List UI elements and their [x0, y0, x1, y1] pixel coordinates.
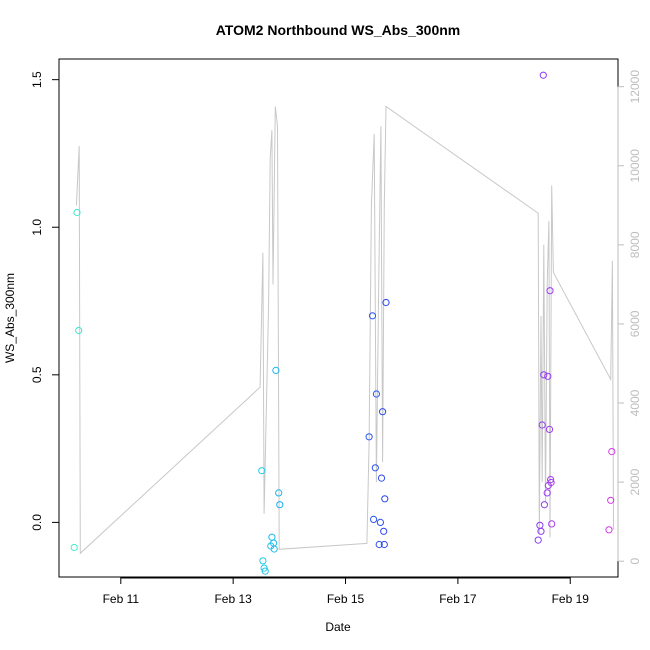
- data-point: [371, 464, 379, 472]
- y2-tick-label: 0: [628, 558, 642, 565]
- x-tick-label: Feb 13: [214, 592, 252, 606]
- data-point: [372, 390, 380, 398]
- data-point: [382, 298, 390, 307]
- data-point: [270, 545, 278, 553]
- y2-tick-label: 8000: [628, 231, 642, 258]
- data-point: [276, 501, 284, 509]
- y2-tick-label: 2000: [628, 468, 642, 495]
- data-point: [605, 526, 613, 534]
- x-axis: Feb 11 Feb 13 Feb 15 Feb 17 Feb 19: [103, 577, 590, 606]
- data-point: [543, 489, 551, 497]
- data-point: [259, 557, 267, 565]
- data-point: [536, 521, 544, 529]
- data-point: [260, 564, 268, 572]
- y-tick-label: 0.5: [30, 366, 44, 383]
- chart-title: ATOM2 Northbound WS_Abs_300nm: [216, 22, 461, 38]
- y2-tick-label: 6000: [628, 310, 642, 337]
- data-point: [537, 527, 545, 535]
- y2-tick-label: 10000: [628, 149, 642, 183]
- data-point: [73, 208, 81, 217]
- y-axis-left: 0.0 0.5 1.0 1.5: [30, 71, 60, 531]
- x-axis-label: Date: [325, 620, 351, 634]
- y-axis-right: 0 2000 4000 6000 8000 10000 12000: [617, 70, 642, 565]
- data-point: [534, 536, 542, 544]
- data-point: [261, 567, 269, 575]
- data-point: [540, 501, 549, 509]
- data-point: [380, 540, 388, 549]
- x-tick-label: Feb 17: [439, 592, 477, 606]
- data-point: [547, 478, 555, 487]
- data-point: [272, 366, 280, 374]
- secondary-line: [75, 105, 614, 555]
- data-point: [546, 287, 554, 295]
- y2-tick-label: 12000: [628, 70, 642, 104]
- data-point: [376, 518, 384, 527]
- y2-tick-label: 4000: [628, 389, 642, 416]
- data-point: [379, 408, 387, 416]
- data-point: [544, 372, 552, 380]
- x-tick-label: Feb 11: [103, 592, 140, 606]
- y-tick-label: 1.0: [30, 219, 44, 236]
- x-tick-label: Feb 15: [327, 592, 365, 606]
- secondary-line-series: [75, 105, 614, 555]
- data-point: [70, 543, 78, 552]
- data-point: [545, 425, 554, 433]
- data-point: [365, 433, 373, 441]
- data-point: [75, 326, 83, 335]
- plot-frame: [58, 58, 619, 578]
- y-axis-label: WS_Abs_300nm: [3, 273, 17, 363]
- data-point: [538, 421, 546, 429]
- data-point: [607, 496, 615, 504]
- data-point: [608, 448, 616, 456]
- x-tick-label: Feb 19: [552, 592, 590, 606]
- data-point: [380, 527, 388, 535]
- data-point: [547, 476, 555, 484]
- data-point: [275, 489, 283, 497]
- data-point: [381, 495, 389, 503]
- data-point: [548, 520, 556, 528]
- data-point: [539, 71, 547, 79]
- plot-box: [58, 58, 619, 578]
- y-tick-label: 1.5: [30, 71, 44, 88]
- data-point: [370, 515, 378, 524]
- data-point: [377, 474, 386, 482]
- scatter-points: [70, 71, 616, 575]
- data-point: [368, 312, 377, 320]
- y-tick-label: 0.0: [30, 514, 44, 531]
- data-point: [540, 371, 548, 379]
- data-point: [375, 540, 383, 549]
- data-point: [258, 467, 266, 475]
- data-point: [268, 533, 276, 541]
